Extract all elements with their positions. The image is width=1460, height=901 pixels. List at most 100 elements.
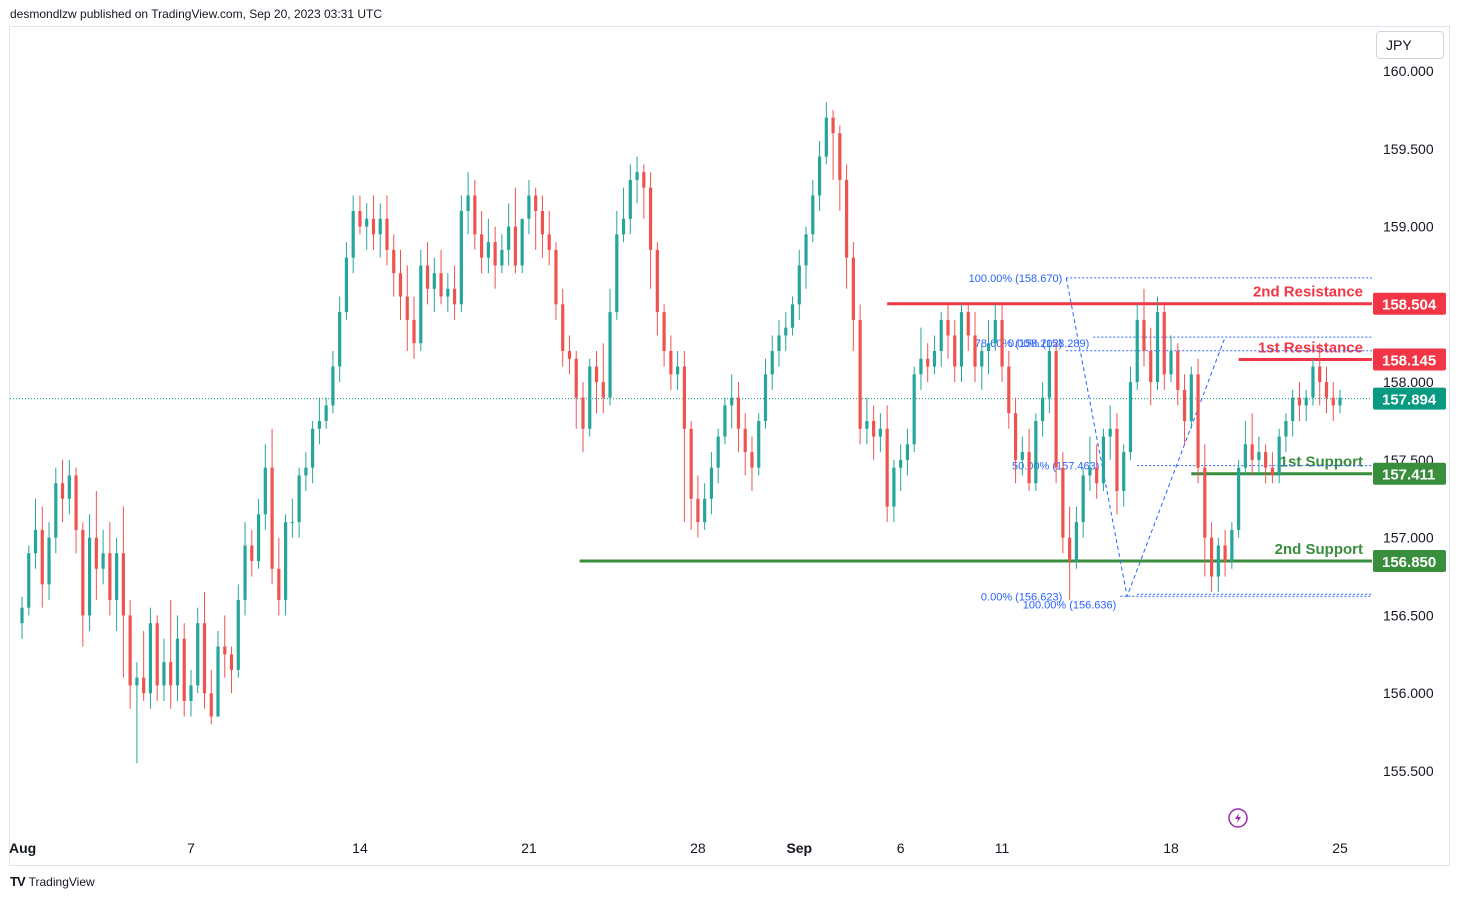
candle bbox=[527, 179, 531, 235]
candle-body bbox=[263, 467, 267, 515]
candle-body bbox=[324, 405, 328, 421]
candle bbox=[912, 366, 916, 453]
candle bbox=[1020, 436, 1024, 476]
candle bbox=[412, 296, 416, 359]
candle-body bbox=[1020, 452, 1024, 460]
candle-body bbox=[1324, 382, 1329, 398]
candle-body bbox=[229, 654, 234, 670]
candle bbox=[743, 413, 747, 476]
candle bbox=[1230, 522, 1234, 569]
candle bbox=[567, 335, 572, 375]
candle bbox=[1169, 335, 1173, 383]
candle bbox=[94, 491, 98, 600]
candle bbox=[108, 522, 112, 616]
candle-body bbox=[47, 537, 51, 585]
candle bbox=[777, 319, 781, 367]
candle bbox=[1277, 428, 1281, 484]
candle-body bbox=[662, 312, 666, 351]
candle bbox=[317, 397, 321, 445]
candle bbox=[209, 669, 213, 725]
candle-body bbox=[1095, 467, 1099, 484]
candle bbox=[142, 631, 146, 701]
candle bbox=[60, 459, 65, 523]
x-tick-label: 11 bbox=[995, 840, 1010, 856]
candle-body bbox=[358, 211, 362, 227]
level-label: 2nd Support bbox=[1275, 541, 1363, 558]
publisher-header: desmondlzw published on TradingView.com,… bbox=[10, 7, 383, 21]
candle-body bbox=[763, 374, 768, 421]
currency-selector[interactable]: JPY bbox=[1376, 31, 1444, 59]
time-axis: Aug 7 14 21 28 Sep 6 11 18 25 bbox=[9, 840, 1348, 856]
lightning-icon[interactable] bbox=[1228, 808, 1248, 828]
candle-body bbox=[689, 428, 693, 499]
candle bbox=[175, 615, 180, 701]
candle-body bbox=[1284, 421, 1288, 437]
candle bbox=[1115, 413, 1119, 515]
candle bbox=[1176, 343, 1180, 406]
candle bbox=[561, 288, 565, 367]
candle bbox=[824, 102, 828, 165]
candle bbox=[1054, 343, 1058, 484]
candles-layer bbox=[20, 102, 1342, 764]
candle bbox=[703, 483, 707, 530]
candle-body bbox=[676, 366, 680, 375]
candle-body bbox=[270, 467, 274, 569]
candle bbox=[770, 335, 774, 390]
x-tick-label: 21 bbox=[521, 840, 537, 856]
candle-body bbox=[696, 498, 700, 523]
candle-body bbox=[1182, 389, 1187, 421]
candle bbox=[1318, 343, 1322, 406]
candle bbox=[1155, 296, 1160, 390]
candle bbox=[480, 211, 484, 274]
candle-body bbox=[642, 172, 646, 188]
current-price-text: 157.894 bbox=[1382, 392, 1437, 409]
candle bbox=[1243, 421, 1247, 476]
candle-body bbox=[209, 693, 213, 717]
candle-body bbox=[1162, 312, 1166, 375]
candle bbox=[290, 498, 294, 538]
candle bbox=[1291, 389, 1295, 437]
candle bbox=[804, 226, 808, 289]
candle-body bbox=[1237, 467, 1241, 530]
candle-body bbox=[1196, 374, 1200, 468]
candle bbox=[838, 125, 842, 211]
candle-body bbox=[67, 475, 71, 499]
candle-body bbox=[824, 117, 828, 157]
candle-body bbox=[378, 218, 382, 235]
candle-body bbox=[202, 623, 207, 694]
candle bbox=[926, 343, 930, 383]
candle-body bbox=[371, 218, 376, 235]
candle-body bbox=[392, 249, 396, 274]
candle-body bbox=[1223, 545, 1227, 561]
candle bbox=[189, 669, 193, 717]
candle bbox=[797, 249, 801, 320]
candle-body bbox=[148, 623, 153, 694]
candle-body bbox=[1243, 444, 1247, 468]
candle-body bbox=[527, 195, 531, 219]
candle-body bbox=[878, 428, 882, 437]
candle bbox=[135, 662, 139, 764]
candle bbox=[1203, 444, 1207, 577]
candle-body bbox=[831, 117, 835, 134]
candle bbox=[709, 452, 714, 515]
candle-body bbox=[723, 405, 727, 437]
candle-body bbox=[135, 677, 139, 686]
candle bbox=[1047, 343, 1051, 414]
candle-body bbox=[628, 179, 632, 219]
candle-body bbox=[1216, 545, 1220, 577]
level-label: 2nd Resistance bbox=[1253, 284, 1363, 301]
x-tick-label: 25 bbox=[1332, 840, 1348, 856]
candle bbox=[662, 304, 666, 367]
candle-body bbox=[344, 257, 349, 313]
candle-body bbox=[966, 312, 970, 336]
candle bbox=[1095, 444, 1099, 499]
y-tick-label: 157.000 bbox=[1383, 530, 1434, 546]
candle bbox=[993, 304, 997, 351]
candle-body bbox=[412, 319, 416, 344]
footer-brand[interactable]: TradingView bbox=[28, 874, 95, 889]
candle-body bbox=[365, 218, 369, 227]
candle-body bbox=[189, 685, 193, 701]
candle bbox=[1182, 374, 1187, 445]
x-tick-label: 6 bbox=[897, 840, 905, 856]
